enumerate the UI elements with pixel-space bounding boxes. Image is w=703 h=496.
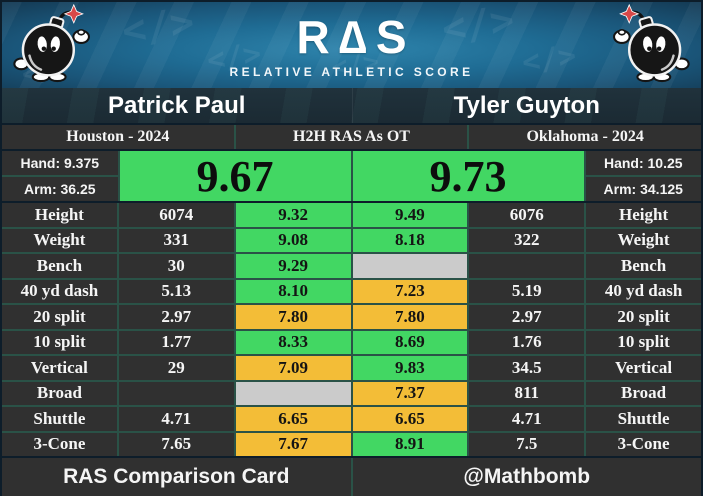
metric-label-left: Vertical — [2, 356, 117, 380]
metric-label-left: Bench — [2, 254, 117, 278]
metric-label-right: Bench — [586, 254, 701, 278]
player2-ras-cell: 6.65 — [352, 407, 468, 431]
player1-ras-score: 9.67 — [119, 151, 351, 201]
ras-logo: R∆S — [296, 10, 416, 63]
player2-team-year: Oklahoma - 2024 — [469, 125, 701, 149]
player1-value: 6074 — [118, 203, 234, 227]
player1-ras-cell: 9.32 — [235, 203, 351, 227]
metric-label-left: Broad — [2, 381, 117, 405]
metric-label-left: 20 split — [2, 305, 117, 329]
player2-value — [469, 254, 585, 278]
bomb-mascot-right-icon — [605, 2, 701, 88]
metric-label-left: 40 yd dash — [2, 279, 117, 303]
player1-hand-size: Hand: 9.375 — [2, 151, 118, 175]
player2-value: 7.5 — [469, 432, 585, 456]
score-area: Hand: 9.375 9.67 9.73 Hand: 10.25 Arm: 3… — [2, 151, 701, 201]
player2-ras-cell: 9.49 — [352, 203, 468, 227]
player2-value: 34.5 — [469, 356, 585, 380]
ras-logo-block: R∆S RELATIVE ATHLETIC SCORE — [98, 12, 605, 79]
player1-value: 4.71 — [118, 407, 234, 431]
metrics-table: Height 6074 9.32 9.49 6076 Height Weight… — [2, 203, 701, 456]
player1-ras-cell: 7.67 — [235, 432, 351, 456]
player2-name: Tyler Guyton — [351, 88, 702, 123]
player1-value: 7.65 — [118, 432, 234, 456]
header-banner: </> </> </> </> </> </> — [2, 2, 701, 88]
metric-label-right: 20 split — [586, 305, 701, 329]
player2-value: 5.19 — [469, 279, 585, 303]
player2-value: 6076 — [469, 203, 585, 227]
player1-team-year: Houston - 2024 — [2, 125, 234, 149]
player2-value: 811 — [469, 381, 585, 405]
player2-value: 2.97 — [469, 305, 585, 329]
team-h2h-row: Houston - 2024 H2H RAS As OT Oklahoma - … — [2, 125, 701, 149]
player2-ras-score: 9.73 — [352, 151, 584, 201]
metric-label-left: 10 split — [2, 330, 117, 354]
footer-row: RAS Comparison Card @Mathbomb — [2, 458, 701, 496]
player2-ras-cell — [352, 254, 468, 278]
bomb-mascot-left-icon — [2, 2, 98, 88]
player-names-row: Patrick Paul Tyler Guyton — [2, 88, 701, 123]
player1-value: 5.13 — [118, 279, 234, 303]
player2-ras-cell: 7.23 — [352, 279, 468, 303]
metric-label-left: Height — [2, 203, 117, 227]
metric-label-left: Weight — [2, 228, 117, 252]
author-handle: @Mathbomb — [352, 458, 701, 496]
player2-hand-size: Hand: 10.25 — [585, 151, 701, 175]
player1-value: 2.97 — [118, 305, 234, 329]
player2-ras-cell: 8.18 — [352, 228, 468, 252]
player1-ras-cell: 8.10 — [235, 279, 351, 303]
metric-label-right: 40 yd dash — [586, 279, 701, 303]
player2-ras-cell: 8.69 — [352, 330, 468, 354]
player2-ras-cell: 8.91 — [352, 432, 468, 456]
h2h-title: H2H RAS As OT — [235, 125, 468, 149]
player1-arm-length: Arm: 36.25 — [2, 177, 118, 201]
metric-label-left: 3-Cone — [2, 432, 117, 456]
metric-label-right: 10 split — [586, 330, 701, 354]
metric-label-right: Height — [586, 203, 701, 227]
metric-label-right: Vertical — [586, 356, 701, 380]
metric-label-left: Shuttle — [2, 407, 117, 431]
player2-ras-cell: 9.83 — [352, 356, 468, 380]
player2-value: 1.76 — [469, 330, 585, 354]
player2-ras-cell: 7.80 — [352, 305, 468, 329]
player1-ras-cell: 8.33 — [235, 330, 351, 354]
player1-ras-cell: 6.65 — [235, 407, 351, 431]
player1-ras-cell: 9.08 — [235, 228, 351, 252]
player2-value: 4.71 — [469, 407, 585, 431]
player1-value: 30 — [118, 254, 234, 278]
player2-value: 322 — [469, 228, 585, 252]
metric-label-right: 3-Cone — [586, 432, 701, 456]
player2-ras-cell: 7.37 — [352, 381, 468, 405]
metric-label-right: Shuttle — [586, 407, 701, 431]
player1-value — [118, 381, 234, 405]
player1-name: Patrick Paul — [108, 91, 246, 119]
player2-arm-length: Arm: 34.125 — [585, 177, 701, 201]
player1-ras-cell: 7.09 — [235, 356, 351, 380]
ras-logo-subtitle: RELATIVE ATHLETIC SCORE — [229, 64, 474, 79]
player1-value: 331 — [118, 228, 234, 252]
player1-value: 1.77 — [118, 330, 234, 354]
metric-label-right: Weight — [586, 228, 701, 252]
player1-ras-cell: 9.29 — [235, 254, 351, 278]
player1-ras-cell: 7.80 — [235, 305, 351, 329]
player1-ras-cell — [235, 381, 351, 405]
player1-value: 29 — [118, 356, 234, 380]
metric-label-right: Broad — [586, 381, 701, 405]
card-title: RAS Comparison Card — [2, 458, 351, 496]
